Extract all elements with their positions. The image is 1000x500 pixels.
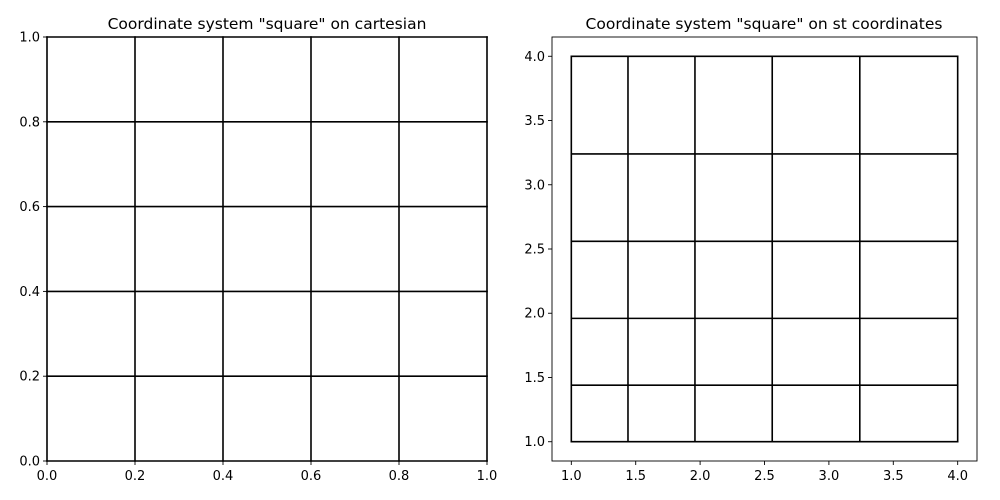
x-tick-label: 1.0 (477, 469, 498, 484)
x-tick-label: 2.0 (690, 469, 711, 484)
x-tick-label: 3.0 (819, 469, 840, 484)
y-tick-label: 1.0 (524, 435, 545, 450)
y-tick-label: 0.6 (19, 200, 40, 215)
x-tick-label: 1.5 (625, 469, 646, 484)
x-tick-label: 0.6 (301, 469, 322, 484)
y-tick-label: 4.0 (524, 50, 545, 65)
y-tick-label: 3.5 (524, 114, 545, 129)
x-tick-label: 2.5 (754, 469, 775, 484)
axes-frame (46, 36, 488, 462)
x-tick-label: 0.2 (125, 469, 146, 484)
y-tick-label: 1.0 (19, 31, 40, 46)
y-tick-label: 2.0 (524, 307, 545, 322)
chart-title: Coordinate system "square" on cartesian (108, 15, 427, 33)
axes-frame (551, 36, 978, 462)
y-tick-label: 2.5 (524, 243, 545, 258)
chart-title: Coordinate system "square" on st coordin… (586, 15, 943, 33)
x-tick-label: 3.5 (883, 469, 904, 484)
y-tick-label: 0.4 (19, 285, 40, 300)
st-coordinates-panel: Coordinate system "square" on st coordin… (524, 15, 978, 484)
y-tick-label: 1.5 (524, 371, 545, 386)
y-tick-label: 0.0 (19, 455, 40, 470)
x-tick-label: 1.0 (561, 469, 582, 484)
x-tick-label: 4.0 (947, 469, 968, 484)
y-tick-label: 0.8 (19, 115, 40, 130)
y-tick-label: 3.0 (524, 178, 545, 193)
y-tick-label: 0.2 (19, 370, 40, 385)
x-tick-label: 0.0 (37, 469, 58, 484)
x-tick-label: 0.4 (213, 469, 234, 484)
x-tick-label: 0.8 (389, 469, 410, 484)
cartesian-panel: Coordinate system "square" on cartesian … (19, 15, 497, 484)
